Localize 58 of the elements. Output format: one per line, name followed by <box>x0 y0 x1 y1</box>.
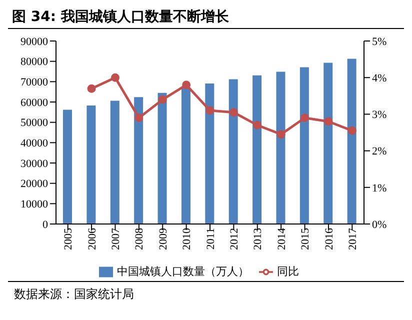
y2-tick-label: 4% <box>372 72 387 85</box>
x-tick-label: 2016 <box>323 228 336 250</box>
point <box>110 73 120 82</box>
x-tick-label: 2007 <box>110 228 122 250</box>
point <box>276 130 286 139</box>
x-tick-label: 2005 <box>62 228 75 250</box>
point <box>206 106 214 115</box>
bar <box>110 100 120 224</box>
bar <box>300 67 309 224</box>
chart-title: 图 34: 我国城镇人口数量不断增长 <box>8 8 404 29</box>
bar <box>134 97 144 224</box>
bar <box>181 88 190 224</box>
point <box>253 120 262 130</box>
x-tick-label: 2010 <box>181 228 194 250</box>
x-tick-label: 2014 <box>276 228 288 250</box>
bar <box>205 83 214 224</box>
y-tick-label: 20000 <box>20 178 48 190</box>
bar <box>158 92 167 224</box>
y2-tick-label: 5% <box>372 36 387 48</box>
point <box>158 95 167 104</box>
y-tick-label: 60000 <box>20 96 48 109</box>
point <box>134 114 144 122</box>
x-tick-label: 2013 <box>252 228 264 250</box>
point <box>348 126 356 135</box>
bar <box>228 79 238 224</box>
y-tick-label: 30000 <box>20 158 48 170</box>
source-note: 数据来源：国家统计局 <box>8 282 404 307</box>
y-tick-label: 10000 <box>20 198 48 211</box>
legend-label: 同比 <box>277 265 299 278</box>
y2-tick-label: 1% <box>372 182 387 194</box>
y-tick-label: 80000 <box>20 56 48 68</box>
bar <box>276 72 286 224</box>
point <box>300 114 310 122</box>
point <box>87 84 96 93</box>
bar <box>86 105 96 224</box>
y-tick-label: 40000 <box>20 138 48 150</box>
bar <box>347 58 356 224</box>
point <box>229 108 238 117</box>
bar <box>63 110 72 224</box>
x-tick-label: 2006 <box>86 228 98 250</box>
y2-tick-label: 0% <box>372 218 387 231</box>
y-tick-label: 50000 <box>20 117 48 130</box>
x-tick-label: 2012 <box>228 228 240 250</box>
point <box>324 117 333 126</box>
y-tick-label: 70000 <box>20 76 48 89</box>
bar <box>252 75 262 224</box>
x-tick-label: 2017 <box>346 228 359 250</box>
point <box>182 80 191 90</box>
y2-tick-label: 3% <box>372 109 387 122</box>
x-tick-label: 2009 <box>157 228 170 250</box>
x-tick-label: 2015 <box>300 228 312 250</box>
legend-label: 中国城镇人口数量（万人） <box>117 265 249 278</box>
x-tick-label: 2008 <box>134 228 146 250</box>
x-tick-label: 2011 <box>204 228 217 250</box>
bar <box>324 62 333 224</box>
y2-tick-label: 2% <box>372 146 387 158</box>
y-tick-label: 90000 <box>20 36 48 48</box>
y-tick-label: 0 <box>42 218 48 231</box>
